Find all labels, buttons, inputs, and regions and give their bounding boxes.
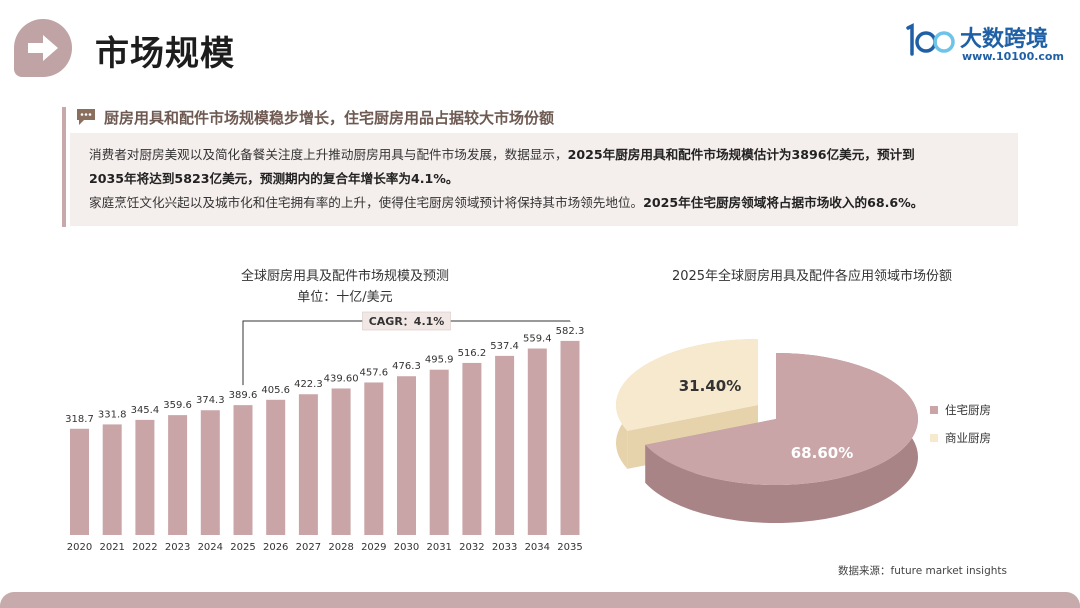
bar-2021 <box>102 424 122 535</box>
bar-value-label: 389.6 <box>229 390 258 401</box>
bar-value-label: 345.4 <box>131 405 160 416</box>
bar-2026 <box>266 399 286 535</box>
section-heading: 厨房用具和配件市场规模稳步增长，住宅厨房用品占据较大市场份额 <box>104 109 555 127</box>
x-tick-label: 2023 <box>165 542 190 553</box>
x-tick-label: 2027 <box>296 542 321 553</box>
pie-slice-residential <box>645 353 918 523</box>
bar-value-label: 559.4 <box>523 334 552 345</box>
bar-2024 <box>200 410 220 535</box>
bar-value-label: 582.3 <box>556 326 585 337</box>
x-tick-label: 2026 <box>263 542 288 553</box>
pie-chart: 68.60% 31.40% <box>616 339 918 523</box>
x-tick-label: 2022 <box>132 542 157 553</box>
legend-label-commercial: 商业厨房 <box>945 431 991 445</box>
bar-value-label: 457.6 <box>359 367 388 378</box>
bar-value-label: 537.4 <box>490 341 519 352</box>
summary-p1-b: 2025年厨房用具和配件市场规模估计为3896亿美元，预计到 <box>567 147 915 162</box>
legend-item-residential: 住宅厨房 <box>930 402 991 418</box>
bar-2020 <box>70 428 89 535</box>
x-tick-label: 2034 <box>525 542 550 553</box>
bar-chart-subtitle: 单位：十亿/美元 <box>297 290 393 305</box>
bar-value-label: 359.6 <box>163 400 192 411</box>
x-tick-label: 2031 <box>426 542 451 553</box>
logo-name: 大数跨境 <box>960 27 1049 52</box>
data-source: 数据来源：future market insights <box>838 565 1007 577</box>
summary-p1-a: 消费者对厨房美观以及简化备餐关注度上升推动厨房用具与配件市场发展，数据显示， <box>89 147 568 162</box>
summary-line-3: 家庭烹饪文化兴起以及城市化和住宅拥有率的上升，使得住宅厨房领域预计将保持其市场领… <box>89 191 923 215</box>
bar-value-label: 374.3 <box>196 395 225 406</box>
bar-2032 <box>462 362 482 535</box>
arrow-right-icon <box>28 35 58 61</box>
pie-value-label: 31.40% <box>679 377 741 395</box>
bar-2027 <box>298 394 318 535</box>
summary-line-2: 2035年将达到5823亿美元，预测期内的复合年增长率为4.1%。 <box>89 167 459 191</box>
footer-bar <box>0 592 1080 608</box>
bar-chart: 318.7 2020 331.8 2021 345.4 2022 359.6 2023 374.… <box>65 311 585 553</box>
summary-text-box: 消费者对厨房美观以及简化备餐关注度上升推动厨房用具与配件市场发展，数据显示，20… <box>70 133 1018 226</box>
summary-p2-a: 家庭烹饪文化兴起以及城市化和住宅拥有率的上升，使得住宅厨房领域预计将保持其市场领… <box>89 195 644 210</box>
legend-label-residential: 住宅厨房 <box>945 403 991 417</box>
bar-2033 <box>495 355 515 535</box>
logo-url: www.10100.com <box>962 50 1064 63</box>
cagr-label-box <box>362 311 451 331</box>
bar-value-label: 318.7 <box>65 414 94 425</box>
bar-2022 <box>135 419 155 535</box>
bar-value-label: 495.9 <box>425 355 454 366</box>
chat-bubble-icon <box>77 109 95 125</box>
pie-value-label: 68.60% <box>791 444 853 462</box>
bar-2023 <box>168 415 188 535</box>
pie-chart-title: 2025年全球厨房用具及配件各应用领域市场份额 <box>671 269 953 284</box>
bar-2035 <box>560 340 580 535</box>
x-tick-label: 2035 <box>557 542 582 553</box>
bar-2030 <box>397 376 416 535</box>
bar-value-label: 516.2 <box>458 348 487 359</box>
summary-line-1: 消费者对厨房美观以及简化备餐关注度上升推动厨房用具与配件市场发展，数据显示，20… <box>89 143 915 167</box>
bar-value-label: 331.8 <box>98 409 127 420</box>
bar-value-label: 422.3 <box>294 379 323 390</box>
x-tick-label: 2032 <box>459 542 484 553</box>
bar-value-label: 439.60 <box>324 373 359 384</box>
x-tick-label: 2028 <box>328 542 353 553</box>
bar-2025 <box>233 405 253 535</box>
bar-2031 <box>429 369 449 535</box>
bar-value-label: 476.3 <box>392 361 421 372</box>
brand-logo: 大数跨境 www.10100.com <box>902 20 1064 68</box>
legend-swatch-commercial <box>930 434 938 442</box>
section-badge <box>14 19 72 77</box>
summary-p2-b: 2025年住宅厨房领域将占据市场收入的68.6%。 <box>643 195 924 210</box>
x-tick-label: 2030 <box>394 542 419 553</box>
x-tick-label: 2029 <box>361 542 386 553</box>
logo-mark-icon <box>906 23 955 56</box>
x-tick-label: 2033 <box>492 542 517 553</box>
bar-2029 <box>364 382 384 535</box>
bar-value-label: 405.6 <box>261 385 290 396</box>
x-tick-label: 2021 <box>99 542 124 553</box>
cagr-bracket <box>242 320 571 386</box>
bar-chart-title: 全球厨房用具及配件市场规模及预测 <box>240 269 449 284</box>
legend-swatch-residential <box>930 406 938 414</box>
x-tick-label: 2020 <box>67 542 92 553</box>
x-tick-label: 2024 <box>198 542 223 553</box>
legend-item-commercial: 商业厨房 <box>930 430 991 446</box>
bar-2034 <box>527 348 547 535</box>
cagr-label: CAGR：4.1% <box>369 315 445 328</box>
section-accent-bar <box>62 107 66 227</box>
x-tick-label: 2025 <box>230 542 255 553</box>
summary-p1-c: 2035年将达到5823亿美元，预测期内的复合年增长率为4.1%。 <box>89 171 459 186</box>
page-title: 市场规模 <box>95 34 235 74</box>
bar-2028 <box>331 388 351 535</box>
